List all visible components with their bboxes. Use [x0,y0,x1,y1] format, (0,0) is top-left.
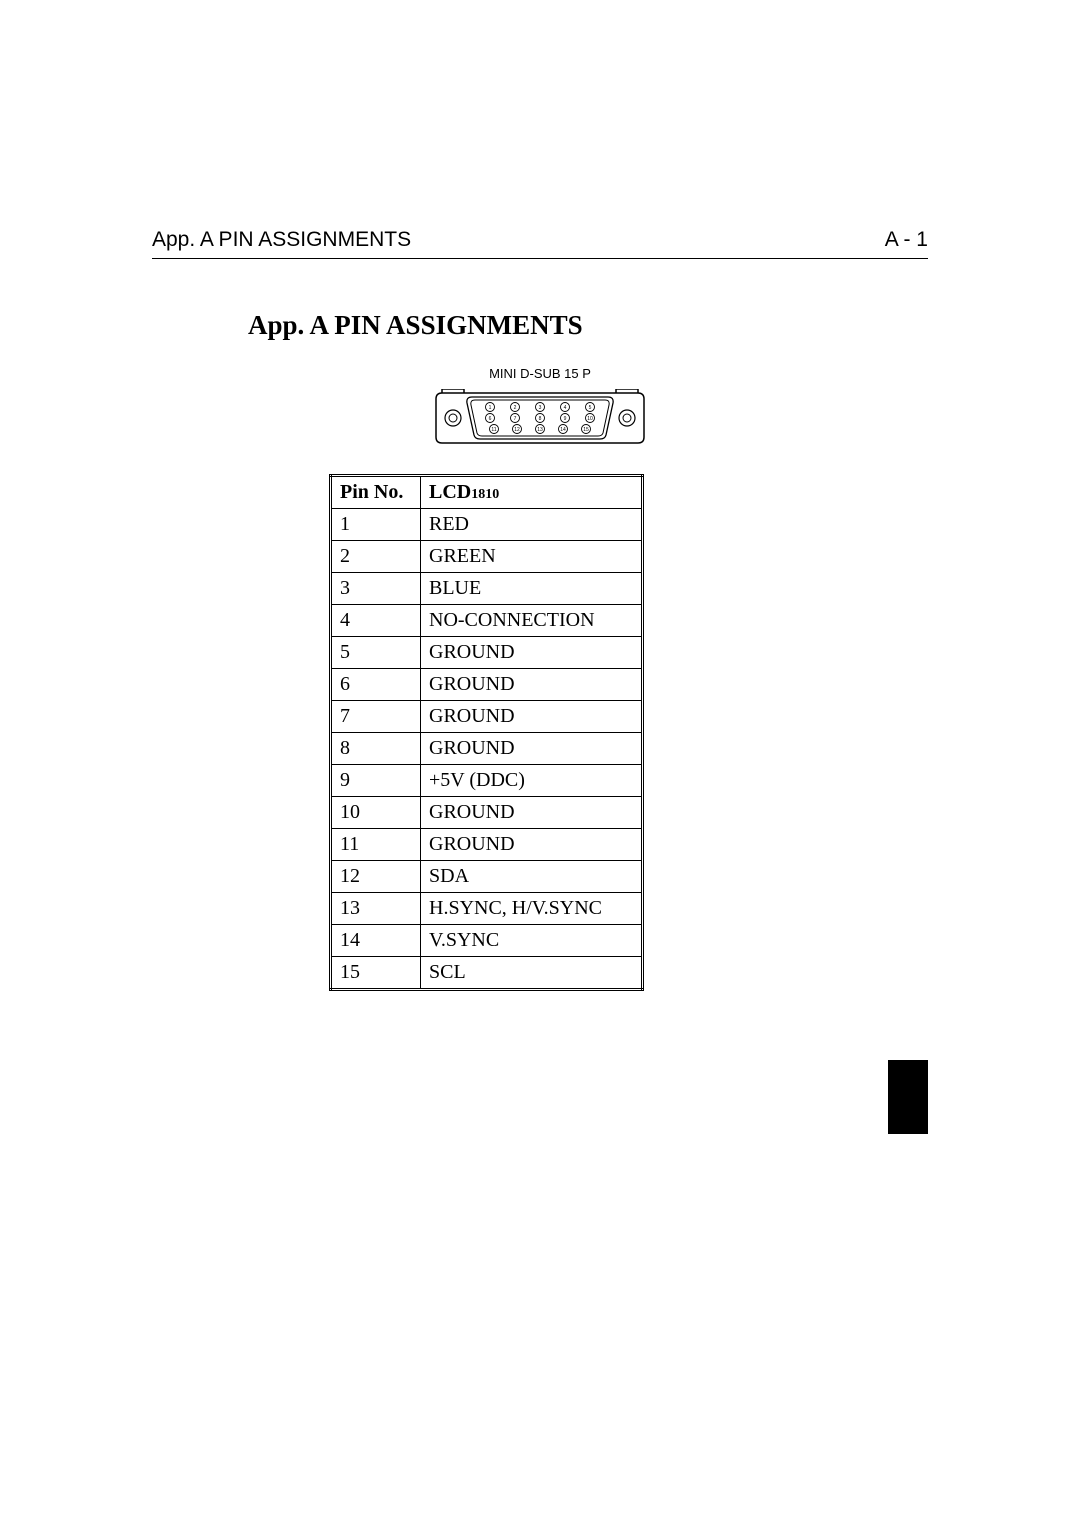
table-row: 12SDA [331,861,643,893]
signal-cell: +5V (DDC) [421,765,643,797]
signal-cell: GROUND [421,797,643,829]
signal-cell: GROUND [421,733,643,765]
pin-number-cell: 5 [331,637,421,669]
signal-cell: GREEN [421,541,643,573]
table-row: 1RED [331,509,643,541]
svg-text:12: 12 [514,427,520,433]
svg-text:5: 5 [589,405,592,411]
connector-figure: MINI D-SUB 15 P 1 2 3 4 5 [0,366,1080,447]
pin-number-cell: 10 [331,797,421,829]
header-left-text: App. A PIN ASSIGNMENTS [152,228,411,252]
lcd-label-main: LCD [429,481,471,503]
table-row: 10GROUND [331,797,643,829]
svg-text:6: 6 [489,416,492,422]
pin-number-cell: 15 [331,957,421,990]
signal-cell: GROUND [421,829,643,861]
signal-cell: SDA [421,861,643,893]
pin-number-cell: 9 [331,765,421,797]
signal-cell: RED [421,509,643,541]
pin-number-cell: 4 [331,605,421,637]
table-row: 4NO-CONNECTION [331,605,643,637]
pin-number-cell: 2 [331,541,421,573]
pin-number-cell: 11 [331,829,421,861]
pin-assignments-table: Pin No. LCD1810 1RED2GREEN3BLUE4NO-CONNE… [329,474,644,991]
signal-cell: H.SYNC, H/V.SYNC [421,893,643,925]
pin-number-cell: 1 [331,509,421,541]
signal-cell: GROUND [421,637,643,669]
table-row: 6GROUND [331,669,643,701]
svg-text:3: 3 [539,405,542,411]
table-header-row: Pin No. LCD1810 [331,476,643,509]
table-row: 15SCL [331,957,643,990]
signal-cell: SCL [421,957,643,990]
table-row: 5GROUND [331,637,643,669]
pin-number-cell: 13 [331,893,421,925]
table-row: 2GREEN [331,541,643,573]
svg-text:11: 11 [491,427,496,433]
signal-cell: BLUE [421,573,643,605]
svg-text:4: 4 [564,405,567,411]
col-header-pin: Pin No. [331,476,421,509]
pin-number-cell: 3 [331,573,421,605]
svg-text:8: 8 [539,416,542,422]
pin-number-cell: 7 [331,701,421,733]
pin-number-cell: 8 [331,733,421,765]
table-row: 9+5V (DDC) [331,765,643,797]
svg-text:7: 7 [514,416,517,422]
svg-text:2: 2 [514,405,517,411]
table-row: 11GROUND [331,829,643,861]
svg-text:15: 15 [583,427,589,433]
table-row: 7GROUND [331,701,643,733]
page-title: App. A PIN ASSIGNMENTS [248,310,583,341]
document-page: App. A PIN ASSIGNMENTS A - 1 App. A PIN … [0,0,1080,1525]
pin-table-body: 1RED2GREEN3BLUE4NO-CONNECTION5GROUND6GRO… [331,509,643,990]
lcd-label-sub: 1810 [471,487,499,502]
table-row: 3BLUE [331,573,643,605]
svg-text:9: 9 [564,416,567,422]
signal-cell: GROUND [421,701,643,733]
running-header: App. A PIN ASSIGNMENTS A - 1 [152,228,928,259]
table-row: 8GROUND [331,733,643,765]
header-page-number: A - 1 [885,228,928,252]
thumb-tab [888,1060,928,1134]
signal-cell: GROUND [421,669,643,701]
svg-text:1: 1 [489,405,492,411]
svg-text:14: 14 [560,427,566,433]
svg-text:10: 10 [587,416,593,422]
connector-caption: MINI D-SUB 15 P [489,366,591,381]
col-header-signal: LCD1810 [421,476,643,509]
signal-cell: V.SYNC [421,925,643,957]
pin-number-cell: 6 [331,669,421,701]
pin-number-cell: 14 [331,925,421,957]
signal-cell: NO-CONNECTION [421,605,643,637]
dsub-connector-icon: 1 2 3 4 5 6 7 8 9 10 11 12 13 14 15 [434,389,646,447]
pin-number-cell: 12 [331,861,421,893]
table-row: 13H.SYNC, H/V.SYNC [331,893,643,925]
svg-text:13: 13 [537,427,543,433]
table-row: 14V.SYNC [331,925,643,957]
